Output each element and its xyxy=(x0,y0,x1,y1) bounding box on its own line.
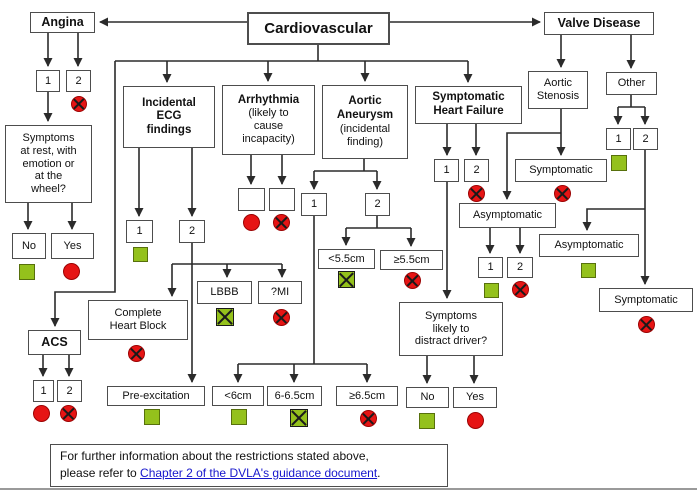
green-square-icon-lt-6cm xyxy=(231,409,247,425)
red-circle-x-icon-ge-5-5cm xyxy=(404,272,421,289)
green-square-icon-pre-excitation xyxy=(144,409,160,425)
green-square-icon-hf-no xyxy=(419,413,435,429)
red-circle-icon-arrhythmia-1 xyxy=(243,214,260,231)
footer-note: For further information about the restri… xyxy=(50,444,448,487)
footer-note-text: For further information about the restri… xyxy=(60,449,369,481)
node-aortic-aneurysm: Aortic Aneurysm (incidental finding) xyxy=(322,85,408,159)
branch-other-1: 1 xyxy=(606,128,631,150)
branch-angina-2: 2 xyxy=(66,70,91,92)
green-square-icon-as-1 xyxy=(484,283,499,298)
node-incidental-ecg: Incidental ECG findings xyxy=(123,86,215,148)
red-circle-x-icon-arrhythmia-2 xyxy=(273,214,290,231)
node-arrhythmia-subtitle: (likely to cause incapacity) xyxy=(242,107,295,146)
green-square-icon-angina-no xyxy=(19,264,35,280)
page-bottom-divider xyxy=(0,488,697,490)
branch-acs-1: 1 xyxy=(33,380,54,402)
red-circle-x-icon-ge-6-5cm xyxy=(360,410,377,427)
green-square-icon-ecg-1 xyxy=(133,247,148,262)
node-pre-excitation: Pre-excitation xyxy=(107,386,205,406)
node-other: Other xyxy=(606,72,657,95)
green-square-x-icon-lbbb xyxy=(216,308,234,326)
node-as-symptomatic: Symptomatic xyxy=(515,159,607,182)
footer-note-period: . xyxy=(377,466,381,481)
node-as-asymptomatic: Asymptomatic xyxy=(459,203,556,228)
green-square-x-icon-lt-5-5cm xyxy=(338,271,355,288)
branch-ecg-1: 1 xyxy=(126,220,153,243)
red-circle-x-icon-as-2 xyxy=(512,281,529,298)
node-angina-no: No xyxy=(12,233,46,259)
node-aneurysm-subtitle: (incidental finding) xyxy=(339,122,391,148)
node-other-symptomatic: Symptomatic xyxy=(599,288,693,312)
node-arrhythmia: Arrhythmia (likely to cause incapacity) xyxy=(222,85,315,155)
node-arrhythmia-title: Arrhythmia xyxy=(237,93,300,106)
node-query-mi: ?MI xyxy=(258,281,302,304)
branch-as-2: 2 xyxy=(507,257,533,278)
branch-other-2: 2 xyxy=(633,128,658,150)
node-aneurysm-title: Aortic Aneurysm xyxy=(336,95,394,122)
node-complete-heart-block: Complete Heart Block xyxy=(88,300,188,340)
red-circle-x-icon-hf-2 xyxy=(468,185,485,202)
branch-aneurysm-1: 1 xyxy=(301,193,327,216)
node-angina-yes: Yes xyxy=(51,233,94,259)
branch-aneurysm-2: 2 xyxy=(365,193,390,216)
branch-hf-1: 1 xyxy=(434,159,459,182)
node-lbbb: LBBB xyxy=(197,281,252,304)
red-circle-x-icon-acs-2 xyxy=(60,405,77,422)
green-square-icon-other-asymptomatic xyxy=(581,263,596,278)
node-lt-6cm: <6cm xyxy=(212,386,264,406)
node-cardiovascular: Cardiovascular xyxy=(247,12,390,45)
branch-arrhythmia-1 xyxy=(238,188,265,211)
node-other-asymptomatic: Asymptomatic xyxy=(539,234,639,257)
red-circle-x-icon-angina-2 xyxy=(71,96,87,112)
branch-hf-2: 2 xyxy=(464,159,489,182)
red-circle-icon-acs-1 xyxy=(33,405,50,422)
red-circle-x-icon-chb xyxy=(128,345,145,362)
node-heart-failure: Symptomatic Heart Failure xyxy=(415,86,522,124)
green-square-x-icon-6-to-6-5cm xyxy=(290,409,308,427)
green-square-icon-other-1 xyxy=(611,155,627,171)
red-circle-x-icon-as-symptomatic xyxy=(554,185,571,202)
branch-arrhythmia-2 xyxy=(269,188,295,211)
node-hf-yes: Yes xyxy=(453,387,497,408)
node-valve-disease: Valve Disease xyxy=(544,12,654,35)
node-lt-5-5cm: <5.5cm xyxy=(318,249,375,269)
node-6-to-6-5cm: 6-6.5cm xyxy=(267,386,322,406)
branch-angina-1: 1 xyxy=(36,70,60,92)
branch-as-1: 1 xyxy=(478,257,503,278)
red-circle-icon-hf-yes xyxy=(467,412,484,429)
node-acs: ACS xyxy=(28,330,81,355)
node-aortic-stenosis: Aortic Stenosis xyxy=(528,71,588,109)
branch-acs-2: 2 xyxy=(57,380,82,402)
node-ge-5-5cm: ≥5.5cm xyxy=(380,250,443,270)
node-hf-symptoms-question: Symptoms likely to distract driver? xyxy=(399,302,503,356)
branch-ecg-2: 2 xyxy=(179,220,205,243)
node-hf-no: No xyxy=(406,387,449,408)
node-angina: Angina xyxy=(30,12,95,33)
dvla-guidance-link[interactable]: Chapter 2 of the DVLA's guidance documen… xyxy=(140,466,378,481)
red-circle-icon-angina-yes xyxy=(63,263,80,280)
red-circle-x-icon-query-mi xyxy=(273,309,290,326)
red-circle-x-icon-other-symptomatic xyxy=(638,316,655,333)
node-angina-symptoms-question: Symptoms at rest, with emotion or at the… xyxy=(5,125,92,203)
node-ge-6-5cm: ≥6.5cm xyxy=(336,386,398,406)
